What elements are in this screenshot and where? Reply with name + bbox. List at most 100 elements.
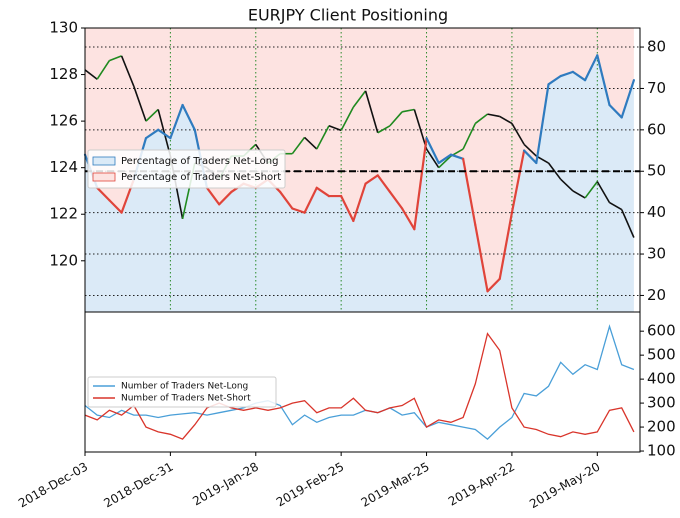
percentage-segment [559,70,575,78]
percentage-segment [315,186,331,198]
price-segment [145,108,159,122]
percentage-segment [205,186,221,206]
percentage-segment [547,74,562,86]
price-segment [499,115,513,125]
percentage-segment [303,186,318,214]
legend-label: Number of Traders Net-Long [121,382,248,392]
x-tick-label: 2018-Dec-31 [101,460,175,511]
price-segment [109,55,122,62]
percentage-segment [535,83,550,165]
percentage-segment [449,153,465,160]
y-tick-label: 60 [647,120,666,138]
percentage-segment [388,190,404,210]
price-segment [96,60,111,80]
y-tick-label: 100 [647,442,676,460]
percentage-segment [108,199,123,214]
y-tick-label: 20 [647,286,666,304]
percentage-segment [510,149,526,214]
price-segment [328,125,342,132]
price-segment [84,69,98,80]
price-segment [377,125,391,134]
price-segment [133,85,147,122]
price-segment [425,148,440,169]
legend-swatch [92,172,116,182]
percentage-segment [96,186,111,202]
y-tick-label: 128 [49,65,78,83]
percentage-segment [291,207,306,214]
price-segment [487,113,500,118]
percentage-segment [352,182,367,223]
series-line [84,332,635,440]
price-segment [401,108,415,113]
price-segment [413,109,428,150]
plot-frame [84,311,641,453]
y-tick-label: 200 [647,418,676,436]
price-segment [474,113,489,125]
price-segment [340,106,355,131]
percentage-segment [571,70,587,82]
price-segment [547,162,562,180]
y-tick-label: 130 [49,19,78,37]
net-short-area [85,28,634,292]
series-line [84,324,635,440]
y-tick-label: 40 [647,203,666,221]
percentage-segment [218,190,233,206]
price-segment [609,201,623,211]
price-segment [120,55,135,87]
legend-label: Percentage of Traders Net-Long [121,156,279,167]
percentage-segment [425,137,440,165]
x-tick-label: 2018-Dec-03 [16,460,90,511]
percentage-segment [523,149,538,165]
y-tick-label: 120 [49,251,78,269]
price-segment [364,90,379,133]
price-segment [523,143,537,157]
x-tick-label: 2019-Mar-25 [359,460,432,510]
y-tick-label: 300 [647,394,676,412]
percentage-segment [596,54,611,107]
percentage-segment [340,194,355,223]
y-tick-label: 400 [647,370,676,388]
price-segment [511,123,525,145]
y-tick-label: 126 [49,112,78,130]
y-tick-label: 600 [647,322,676,340]
y-tick-label: 500 [647,346,676,364]
x-tick-label: 2019-Apr-22 [446,460,517,509]
legend-box [87,149,286,189]
percentage-segment [474,223,489,293]
price-segment [352,90,367,108]
y-tick-label: 124 [49,158,78,176]
x-tick-label: 2019-Jan-28 [190,460,261,509]
percentage-segment [486,277,501,293]
percentage-segment [144,128,160,140]
net-long-area [85,55,634,313]
x-tick-label: 2019-Feb-25 [274,460,347,510]
chart-title: EURJPY Client Positioning [248,6,448,25]
percentage-segment [169,103,184,140]
price-segment [584,181,598,199]
y-tick-label: 80 [647,38,666,56]
percentage-segment [462,157,477,227]
percentage-segment [437,153,453,165]
price-segment [291,136,306,155]
percentage-segment [413,137,428,231]
x-tick-label: 2019-May-20 [527,460,602,512]
percentage-segment [157,128,172,140]
price-segment [596,181,611,203]
percentage-segment [608,103,623,119]
price-segment [462,123,477,150]
price-segment [438,155,452,169]
percentage-segment [620,79,636,119]
percentage-segment [401,207,416,231]
legend-label: Number of Traders Net-Short [121,394,251,404]
price-segment [304,136,318,150]
price-segment [572,190,586,199]
y-tick-label: 50 [647,162,666,180]
y-tick-label: 70 [647,79,666,97]
y-tick-label: 122 [49,205,78,223]
price-segment [535,155,549,164]
percentage-segment [181,103,196,131]
legend-label: Percentage of Traders Net-Short [121,172,281,183]
price-segment [316,125,330,150]
percentage-segment [364,174,379,185]
